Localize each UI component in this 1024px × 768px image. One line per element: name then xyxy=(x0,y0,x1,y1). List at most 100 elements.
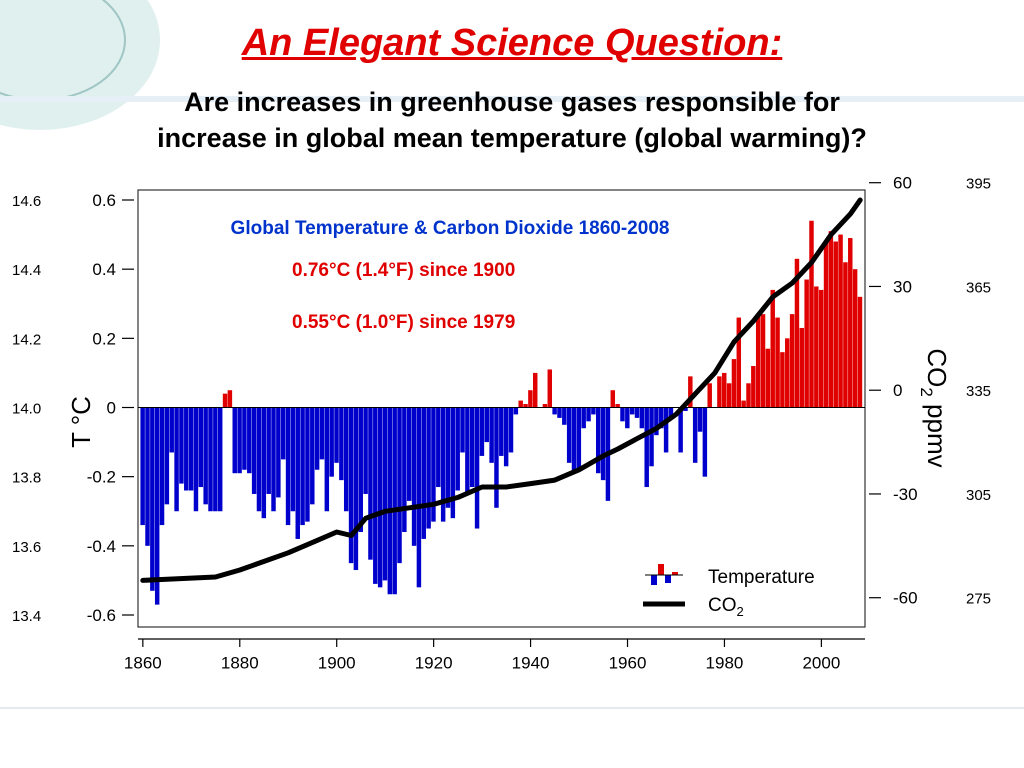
x-tick-label: 1880 xyxy=(221,654,259,673)
outer-left-label: 14.0 xyxy=(12,401,41,418)
temperature-bar xyxy=(692,407,698,463)
left-axis-label: T °C xyxy=(66,396,96,448)
temperature-bar xyxy=(765,348,771,408)
temperature-bar xyxy=(242,407,247,470)
header-band xyxy=(0,96,1024,102)
temperature-bar xyxy=(392,407,397,595)
temperature-bar xyxy=(474,407,480,529)
temperature-bar xyxy=(416,407,422,588)
temperature-bar xyxy=(305,407,310,522)
temperature-bar xyxy=(440,407,446,522)
temperature-bar xyxy=(285,407,291,526)
temperature-bar xyxy=(503,407,509,467)
legend: Temperature CO2 xyxy=(643,564,815,619)
legend-co2-sub: 2 xyxy=(737,604,744,619)
slide-title: An Elegant Science Question: xyxy=(241,22,783,64)
outer-left-label: 13.8 xyxy=(12,470,41,487)
temperature-bar xyxy=(421,407,426,539)
outer-left-label: 13.4 xyxy=(12,608,41,625)
right-tick-label: 0 xyxy=(893,381,902,400)
temperature-bar xyxy=(678,407,683,453)
temperature-bar xyxy=(179,407,184,484)
temperature-bar xyxy=(470,407,475,488)
temperature-bar xyxy=(581,407,586,429)
legend-co2-main: CO xyxy=(708,595,737,616)
temperature-bar xyxy=(222,393,228,408)
temperature-bar xyxy=(770,289,775,408)
temperature-bar xyxy=(159,407,165,526)
temperature-bar xyxy=(280,407,286,460)
temperature-bar xyxy=(625,407,630,429)
temperature-bar xyxy=(838,234,843,408)
outer-left-label: 13.6 xyxy=(12,539,41,556)
temperature-bar xyxy=(256,407,262,512)
left-tick-label: 0.2 xyxy=(92,329,116,348)
temperature-bar xyxy=(857,296,863,408)
temperature-bar xyxy=(717,376,722,408)
temperature-bar xyxy=(208,407,213,512)
temperature-bar xyxy=(683,407,688,411)
temperature-bar xyxy=(785,338,790,408)
temperature-bar xyxy=(571,407,577,474)
temperature-bar xyxy=(455,407,460,491)
temperature-bar xyxy=(639,407,645,429)
temperature-bar xyxy=(499,407,504,456)
temperature-bar xyxy=(339,407,344,481)
temperature-bar xyxy=(809,220,814,408)
temperature-bar xyxy=(600,407,606,481)
temperature-bar xyxy=(154,407,160,605)
temperature-bar xyxy=(484,407,489,443)
outer-right-label: 395 xyxy=(966,176,991,193)
temperature-bar xyxy=(203,407,208,505)
temperature-bar xyxy=(324,407,330,512)
temperature-bar xyxy=(402,407,407,532)
temperature-bar xyxy=(843,262,848,408)
temperature-bar xyxy=(377,407,383,588)
x-tick-label: 2000 xyxy=(802,654,840,673)
temperature-bar xyxy=(814,286,819,408)
temperature-bar xyxy=(576,407,582,470)
temperature-bar xyxy=(513,407,519,415)
temperature-bar xyxy=(518,400,523,408)
temperature-bar xyxy=(780,352,785,408)
temperature-bar xyxy=(789,314,795,408)
left-tick-label: -0.6 xyxy=(87,606,116,625)
temperature-bar xyxy=(722,372,727,408)
temperature-bar xyxy=(348,407,354,564)
temperature-bar xyxy=(586,407,591,422)
temperature-bar xyxy=(198,407,204,488)
temperature-bar xyxy=(557,407,562,418)
temperature-bar xyxy=(852,269,858,408)
outer-right-label: 305 xyxy=(966,487,991,504)
temperature-bar xyxy=(295,407,300,539)
temperature-bar xyxy=(373,407,378,584)
temperature-bar xyxy=(450,407,456,519)
temperature-bar xyxy=(329,407,334,477)
legend-temp-swatch-red xyxy=(658,564,664,575)
right-axis-label-sub: 2 xyxy=(917,387,936,396)
temperature-bar xyxy=(775,317,780,408)
right-tick-label: 30 xyxy=(893,277,912,296)
temperature-bar xyxy=(659,407,664,429)
left-tick-label: 0.4 xyxy=(92,260,116,279)
temperature-bar xyxy=(479,407,485,456)
temperature-bar xyxy=(276,407,281,498)
temperature-bar xyxy=(169,407,174,453)
x-tick-label: 1900 xyxy=(318,654,356,673)
outer-left-label: 14.2 xyxy=(12,331,41,348)
temperature-bar xyxy=(736,317,742,408)
left-tick-label: -0.2 xyxy=(87,468,116,487)
temperature-bar xyxy=(300,407,305,526)
temperature-bar xyxy=(552,407,557,415)
temperature-bar xyxy=(615,404,620,408)
annotation-1900: 0.76°C (1.4°F) since 1900 xyxy=(292,260,515,281)
temperature-bar xyxy=(290,407,296,512)
temperature-bar xyxy=(188,407,194,491)
temperature-bar xyxy=(828,231,834,408)
temperature-bar xyxy=(387,407,393,595)
subtitle-line-2: increase in global mean temperature (glo… xyxy=(157,123,867,153)
temperature-bar xyxy=(266,407,271,494)
temperature-bars xyxy=(140,220,863,605)
temperature-bar xyxy=(494,407,499,508)
temperature-bar xyxy=(174,407,179,512)
